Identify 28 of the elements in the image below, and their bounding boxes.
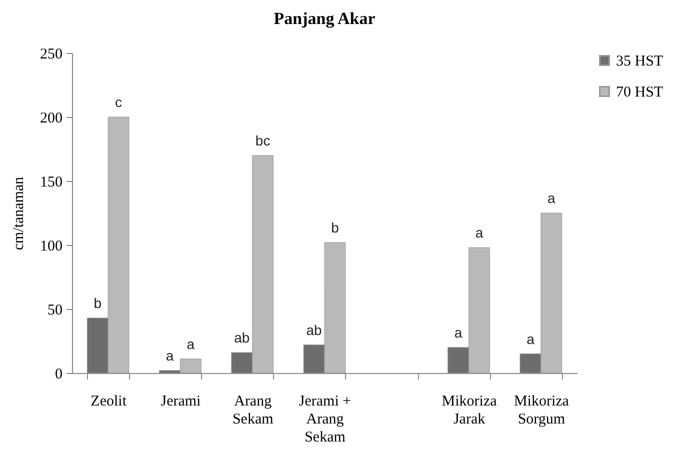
annotation: ab <box>234 330 250 346</box>
x-tick-label: Mikoriza Sorgum <box>514 394 570 428</box>
x-tick-label: Mikoriza Jarak <box>442 394 498 428</box>
x-tick-label: Zeolit <box>90 394 128 410</box>
annotation: a <box>166 347 174 364</box>
y-tick-label: 250 <box>40 46 62 62</box>
y-axis-title: cm/tanaman <box>11 176 27 250</box>
y-tick-label: 0 <box>55 366 62 382</box>
chart-title: Panjang Akar <box>274 9 376 28</box>
legend-label: 70 HST <box>616 84 664 100</box>
annotation: a <box>475 224 484 241</box>
legend-label: 35 HST <box>616 54 664 70</box>
annotation: c <box>115 94 122 110</box>
annotation: a <box>526 330 535 347</box>
annotation: b <box>331 219 340 236</box>
annotation: a <box>547 190 556 206</box>
x-tick-label: Jerami <box>160 394 201 410</box>
annotation: bc <box>255 132 270 148</box>
annotation: ab <box>306 322 322 338</box>
y-tick-label: 50 <box>48 302 62 318</box>
annotation: b <box>94 294 102 311</box>
y-tick-label: 200 <box>40 110 62 126</box>
x-tick-label: Arang Sekam <box>232 394 274 428</box>
x-tick-label: Jerami + Arang Sekam <box>298 394 352 446</box>
y-tick-label: 150 <box>40 174 62 190</box>
annotation: a <box>186 336 195 352</box>
annotation: a <box>454 324 462 340</box>
y-tick-label: 100 <box>40 238 62 254</box>
